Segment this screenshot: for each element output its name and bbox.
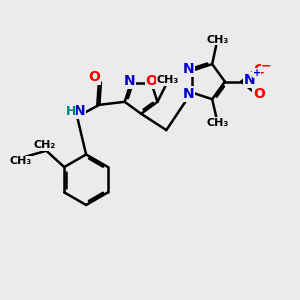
Text: O: O (88, 70, 100, 84)
Text: H: H (65, 105, 76, 118)
Text: CH₃: CH₃ (207, 35, 229, 45)
Text: CH₂: CH₂ (34, 140, 56, 150)
Text: O: O (253, 86, 265, 100)
Text: N: N (74, 104, 85, 118)
Text: +: + (253, 68, 261, 78)
Text: CH₃: CH₃ (157, 75, 179, 85)
Text: N: N (124, 74, 135, 88)
Text: O: O (145, 74, 157, 88)
Text: CH₃: CH₃ (207, 118, 229, 128)
Text: N: N (183, 87, 194, 101)
Text: N: N (183, 62, 194, 76)
Text: −: − (261, 59, 272, 72)
Text: N: N (244, 73, 255, 87)
Text: O: O (253, 63, 265, 77)
Text: CH₃: CH₃ (9, 156, 32, 166)
